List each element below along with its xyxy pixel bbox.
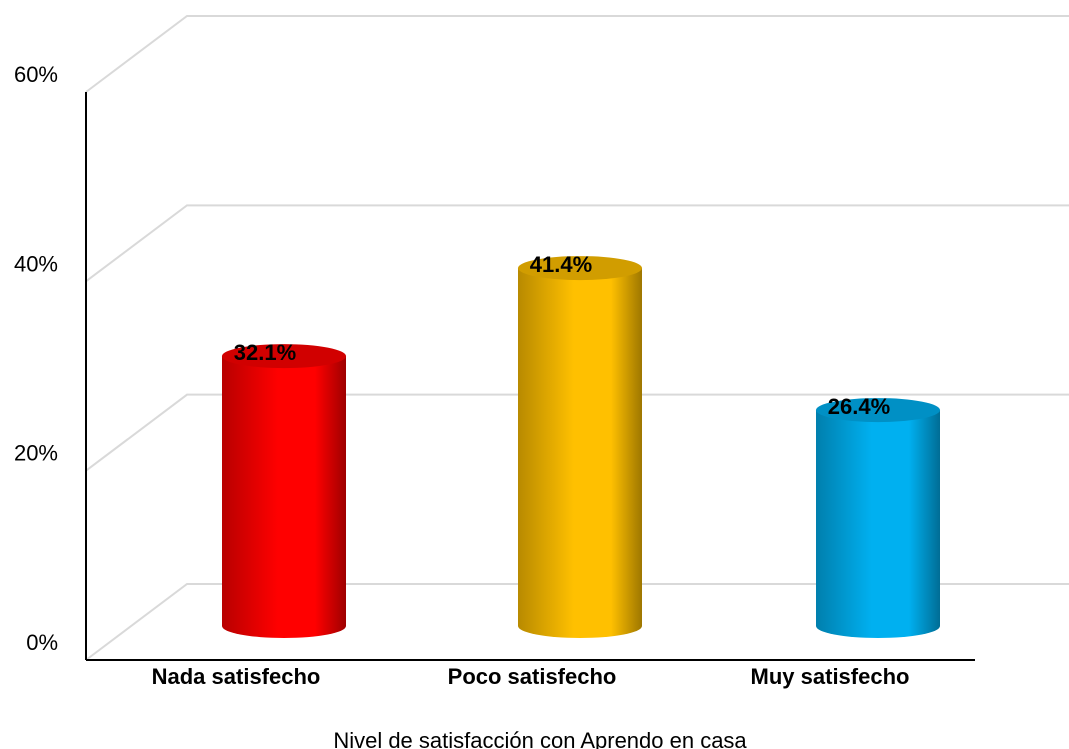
data-label: 32.1%: [234, 340, 296, 365]
x-tick-label: Poco satisfecho: [448, 664, 617, 689]
gridline: [85, 204, 1069, 283]
x-axis-title: Nivel de satisfacción con Aprendo en cas…: [333, 728, 747, 749]
data-label: 41.4%: [530, 252, 592, 277]
y-tick-label: 0%: [26, 630, 58, 655]
x-tick-label: Nada satisfecho: [152, 664, 321, 689]
gridlines: [85, 15, 1069, 661]
y-tick-label: 20%: [14, 441, 58, 466]
bar-body: [222, 356, 346, 638]
bar-body: [518, 268, 642, 638]
data-label: 26.4%: [828, 394, 890, 419]
gridline: [85, 393, 1069, 472]
gridline: [85, 15, 1069, 93]
gridline: [85, 583, 1069, 661]
axes: [85, 92, 975, 661]
bars: [222, 256, 940, 638]
x-tick-label: Muy satisfecho: [751, 664, 910, 689]
y-tick-labels: 0% 20% 40% 60%: [14, 62, 58, 655]
bar-body: [816, 410, 940, 638]
bar-top: [518, 256, 642, 281]
bar-top: [816, 398, 940, 423]
data-labels: 32.1% 41.4% 26.4%: [234, 252, 890, 419]
bar-top: [222, 344, 346, 369]
y-tick-label: 40%: [14, 251, 58, 276]
y-tick-label: 60%: [14, 62, 58, 87]
x-tick-labels: Nada satisfecho Poco satisfecho Muy satisf…: [152, 664, 910, 689]
